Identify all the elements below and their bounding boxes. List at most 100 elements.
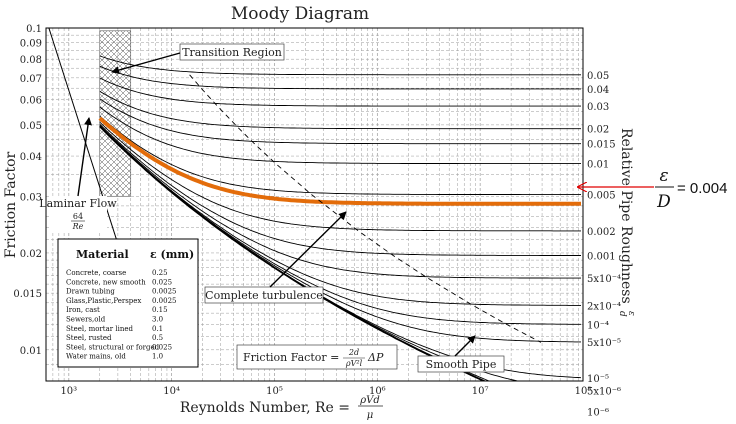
chart-title: Moody Diagram [231, 4, 369, 24]
material-eps: 1.0 [152, 353, 163, 361]
x-axis-label: Reynolds Number, Re = ρVd μ [180, 395, 383, 421]
complete-turbulence-boundary [189, 74, 542, 343]
transition-region [99, 30, 132, 197]
roughness-label: 2x10⁻⁴ [587, 301, 621, 312]
x-tick-labels: 10³ 10⁴ 10⁵ 10⁶ 10⁷ 10⁸ [60, 386, 591, 397]
roughness-label: 0.005 [587, 191, 616, 202]
roughness-label: 0.02 [587, 125, 609, 136]
roughness-label: 5x10⁻⁴ [587, 274, 621, 285]
curves-layer [48, 28, 582, 381]
roughness-curve [99, 65, 581, 90]
right-axis-label-den: d [617, 311, 627, 317]
x-tick-label: 10⁵ [266, 386, 283, 397]
roughness-curve [99, 121, 581, 232]
friction-equation: Friction Factor = 2d ρV²l ΔP [236, 344, 398, 370]
material-eps: 0.5 [152, 334, 163, 342]
material-name: Iron, cast [66, 306, 100, 314]
roughness-label: 10⁻⁴ [587, 320, 609, 331]
x-tick-label: 10⁴ [163, 386, 180, 397]
material-table-box [57, 238, 199, 368]
callout-value: = 0.004 [677, 180, 727, 197]
laminar-line [48, 28, 122, 254]
material-rows: Concrete, coarse 0.25 Concrete, new smooth… [66, 269, 177, 361]
y-tick-labels: 0.1 0.09 0.08 0.07 0.06 0.05 0.04 0.03 0.02 0.015… [13, 24, 42, 357]
complete-turbulence-label: Complete turbulence [205, 289, 323, 302]
material-eps: 3.0 [152, 316, 163, 324]
y-tick-label: 0.04 [20, 152, 42, 163]
x-axis-label-den: μ [367, 410, 374, 421]
material-eps: 0.0025 [152, 297, 177, 305]
roughness-curve [99, 115, 581, 196]
material-name: Glass,Plastic,Perspex [66, 297, 141, 305]
roughness-labels: 0.05 0.04 0.03 0.02 0.015 0.01 0.005 0.002 0.001… [587, 71, 621, 419]
right-axis-label: Relative Pipe Roughness ε d [617, 128, 636, 317]
roughness-callout: ε D = 0.004 [578, 166, 727, 212]
y-tick-label: 0.07 [20, 74, 42, 85]
right-axis-label-text: Relative Pipe Roughness [618, 128, 634, 304]
material-name: Steel, mortar lined [66, 325, 133, 333]
material-name: Drawn tubing [66, 288, 115, 296]
material-eps: 0.15 [152, 306, 168, 314]
roughness-curve [99, 77, 581, 107]
transition-hatch [99, 30, 132, 197]
friction-eq-suffix: ΔP [367, 351, 384, 364]
highlight-curve [98, 116, 581, 206]
material-eps: 0.025 [152, 343, 172, 351]
x-axis-label-text: Reynolds Number, Re = [180, 400, 350, 416]
roughness-label: 0.002 [587, 227, 616, 238]
x-tick-label: 10⁶ [369, 386, 386, 397]
laminar-label: Laminar Flow [39, 197, 117, 210]
y-tick-label: 0.01 [20, 346, 42, 357]
roughness-label: 10⁻⁵ [587, 374, 609, 385]
roughness-curve [99, 124, 581, 279]
material-header: Material [76, 248, 129, 261]
x-tick-label: 10³ [60, 386, 77, 397]
smooth-pipe-label: Smooth Pipe [426, 358, 497, 371]
roughness-label: 0.01 [587, 160, 609, 171]
roughness-label: 10⁻⁶ [587, 407, 609, 418]
y-tick-label: 0.09 [20, 39, 42, 50]
material-name: Steel, rusted [66, 334, 112, 342]
callout-den: D [656, 192, 671, 212]
material-table: Material ε (mm) Concrete, coarse 0.25Conc… [57, 238, 199, 368]
roughness-curve [99, 91, 581, 130]
complete-turbulence-annotation: Complete turbulence [204, 211, 347, 304]
roughness-label: 0.04 [587, 85, 609, 96]
roughness-label: 0.015 [587, 140, 616, 151]
friction-eq-num: 2d [348, 348, 359, 357]
x-axis-label-num: ρVd [359, 395, 380, 406]
laminar-annotation: Laminar Flow 64 Re [39, 117, 117, 232]
right-axis-label-num: ε [626, 311, 636, 316]
y-tick-label: 0.015 [13, 289, 42, 300]
roughness-label: 0.03 [587, 102, 609, 113]
y-tick-label: 0.1 [26, 24, 42, 35]
roughness-curve [99, 55, 581, 76]
y-tick-label: 0.08 [20, 55, 42, 66]
material-eps: 0.025 [152, 278, 172, 286]
material-name: Steel, structural or forged [66, 343, 160, 351]
y-tick-label: 0.05 [20, 121, 42, 132]
roughness-curve [99, 125, 581, 306]
smooth-pipe-curve [99, 125, 487, 381]
y-tick-label: 0.06 [20, 95, 42, 106]
roughness-curve [99, 123, 581, 256]
laminar-den: Re [72, 222, 84, 231]
x-tick-label: 10⁷ [472, 386, 489, 397]
roughness-label: 0.001 [587, 251, 616, 262]
material-name: Concrete, new smooth [66, 278, 146, 286]
material-name: Sewers,old [66, 316, 106, 324]
callout-num: ε [659, 166, 668, 186]
material-name: Concrete, coarse [66, 269, 126, 277]
material-eps: 0.25 [152, 269, 168, 277]
eps-header: ε (mm) [150, 248, 194, 261]
roughness-curve [99, 106, 581, 165]
roughness-label: 5x10⁻⁶ [587, 387, 621, 398]
x-tick-label: 10⁸ [575, 386, 592, 397]
material-eps: 0.1 [152, 325, 163, 333]
material-name: Water mains, old [66, 353, 126, 361]
transition-label: Transition Region [182, 46, 282, 59]
y-tick-label: 0.03 [20, 192, 42, 203]
friction-eq-den: ρV²l [345, 359, 363, 368]
laminar-num: 64 [73, 212, 83, 221]
